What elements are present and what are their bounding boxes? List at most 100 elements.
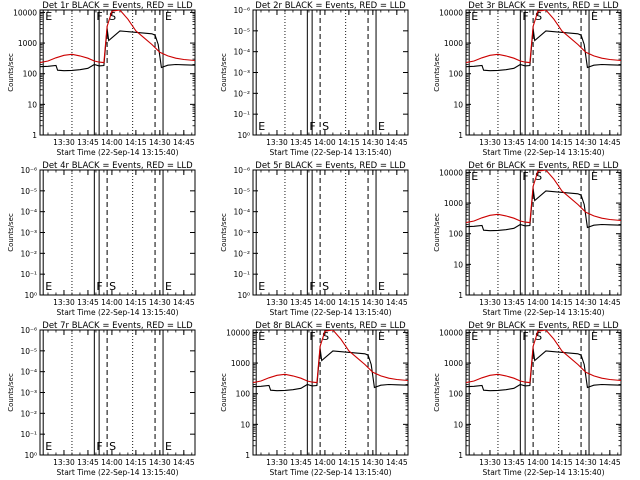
plot-frame (465, 169, 622, 296)
panel-title: Det 4r BLACK = Events, RED = LLD (42, 161, 193, 171)
marker-label: E (165, 280, 172, 293)
panel-det4: Det 4r BLACK = Events, RED = LLD 10⁰ 10⁻¹ 1… (7, 161, 196, 317)
y-axis-label: Counts/sec (7, 213, 15, 252)
x-tick-label: 14:30 (362, 298, 384, 307)
x-tick-label: 13:45 (77, 138, 99, 147)
y-axis-label: Counts/sec (220, 53, 228, 92)
series-line-lld (466, 170, 621, 224)
marker-label: E (45, 280, 52, 293)
x-tick-label: 14:15 (338, 458, 360, 467)
panel-det1: Det 1r BLACK = Events, RED = LLD 1 10 100 10… (7, 1, 196, 157)
y-tick-label: 10⁻¹ (20, 430, 37, 439)
plot-frame (39, 329, 196, 456)
x-tick-label: 14:00 (527, 458, 549, 467)
y-tick-label: 100 (23, 70, 38, 79)
y-tick-label: 1 (32, 131, 37, 140)
plot-frame (39, 169, 196, 296)
x-axis-label: Start Time (22-Sep-14 13:15:40) (57, 308, 179, 317)
y-tick-label: 10000 (13, 8, 37, 17)
series-line-lld (466, 330, 621, 384)
x-tick-label: 13:30 (53, 298, 75, 307)
x-tick-label: 14:15 (125, 458, 147, 467)
x-tick-label: 14:45 (173, 138, 195, 147)
y-tick-label: 100 (449, 390, 464, 399)
x-tick-label: 13:45 (290, 458, 312, 467)
y-tick-label: 1000 (444, 39, 463, 48)
marker-label: S (322, 120, 329, 133)
y-tick-label: 10⁰ (24, 451, 37, 460)
x-tick-label: 14:30 (575, 138, 597, 147)
marker-label: S (109, 280, 116, 293)
x-tick-label: 14:15 (551, 138, 573, 147)
y-tick-label: 10⁻² (20, 409, 37, 418)
panel-det5: Det 5r BLACK = Events, RED = LLD 10⁰ 10⁻¹ 1… (220, 161, 409, 317)
x-tick-label: 14:30 (149, 298, 171, 307)
y-tick-label: 100 (236, 390, 251, 399)
y-axis-label: Counts/sec (433, 373, 441, 412)
marker-label: S (322, 280, 329, 293)
y-tick-label: 10 (453, 260, 463, 269)
series-line-events (253, 348, 408, 392)
marker-label: E (378, 330, 385, 343)
x-tick-label: 14:30 (362, 138, 384, 147)
plot-frame (39, 9, 196, 136)
marker-label: E (378, 120, 385, 133)
panel-det9: Det 9r BLACK = Events, RED = LLD 1 10 100 10… (433, 321, 622, 477)
x-tick-label: 14:45 (173, 458, 195, 467)
x-axis-label: Start Time (22-Sep-14 13:15:40) (483, 148, 605, 157)
x-tick-label: 14:45 (386, 458, 408, 467)
x-tick-label: 13:30 (53, 458, 75, 467)
y-tick-label: 10⁻¹ (233, 270, 250, 279)
y-tick-label: 10⁰ (24, 291, 37, 300)
y-tick-label: 1000 (18, 39, 37, 48)
y-tick-label: 1 (458, 131, 463, 140)
x-tick-label: 14:45 (386, 298, 408, 307)
x-tick-label: 14:15 (338, 138, 360, 147)
y-tick-label: 10 (453, 100, 463, 109)
panel-title: Det 3r BLACK = Events, RED = LLD (468, 1, 619, 11)
marker-label: E (471, 330, 478, 343)
marker-label: S (535, 10, 542, 23)
series-line-lld (466, 10, 621, 64)
y-tick-label: 10⁻⁴ (20, 368, 37, 377)
y-tick-label: 10⁻³ (233, 69, 250, 78)
y-tick-label: 10 (240, 420, 250, 429)
y-tick-label: 10⁻¹ (233, 110, 250, 119)
series-line-events (466, 188, 621, 232)
x-tick-label: 14:15 (338, 298, 360, 307)
x-tick-label: 14:30 (362, 458, 384, 467)
y-tick-label: 10⁻⁶ (233, 6, 250, 15)
marker-label: E (591, 10, 598, 23)
x-tick-label: 14:45 (173, 298, 195, 307)
marker-label: E (258, 330, 265, 343)
plot-frame (252, 329, 409, 456)
y-tick-label: 1000 (444, 199, 463, 208)
plot-frame (252, 169, 409, 296)
x-tick-label: 14:00 (314, 458, 336, 467)
x-tick-label: 13:45 (503, 138, 525, 147)
y-tick-label: 10⁻⁵ (20, 347, 37, 356)
x-tick-label: 14:00 (527, 138, 549, 147)
x-tick-label: 14:15 (551, 458, 573, 467)
marker-label: E (378, 280, 385, 293)
x-tick-label: 13:30 (53, 138, 75, 147)
panel-title: Det 8r BLACK = Events, RED = LLD (255, 321, 406, 331)
y-tick-label: 10000 (226, 328, 250, 337)
marker-label: S (109, 440, 116, 453)
x-tick-label: 14:45 (386, 138, 408, 147)
x-tick-label: 13:45 (77, 458, 99, 467)
x-tick-label: 13:45 (290, 298, 312, 307)
y-tick-label: 10⁻⁴ (233, 208, 250, 217)
panel-title: Det 1r BLACK = Events, RED = LLD (42, 1, 193, 11)
y-tick-label: 10⁻⁵ (233, 187, 250, 196)
y-tick-label: 10⁻⁶ (20, 326, 37, 335)
x-axis-label: Start Time (22-Sep-14 13:15:40) (270, 308, 392, 317)
y-tick-label: 10⁻² (233, 89, 250, 98)
x-axis-label: Start Time (22-Sep-14 13:15:40) (483, 468, 605, 477)
panel-title: Det 6r BLACK = Events, RED = LLD (468, 161, 619, 171)
y-tick-label: 10⁻² (233, 249, 250, 258)
x-tick-label: 14:45 (599, 138, 621, 147)
y-tick-label: 10⁻³ (233, 229, 250, 238)
x-axis-label: Start Time (22-Sep-14 13:15:40) (270, 148, 392, 157)
x-tick-label: 14:00 (314, 138, 336, 147)
